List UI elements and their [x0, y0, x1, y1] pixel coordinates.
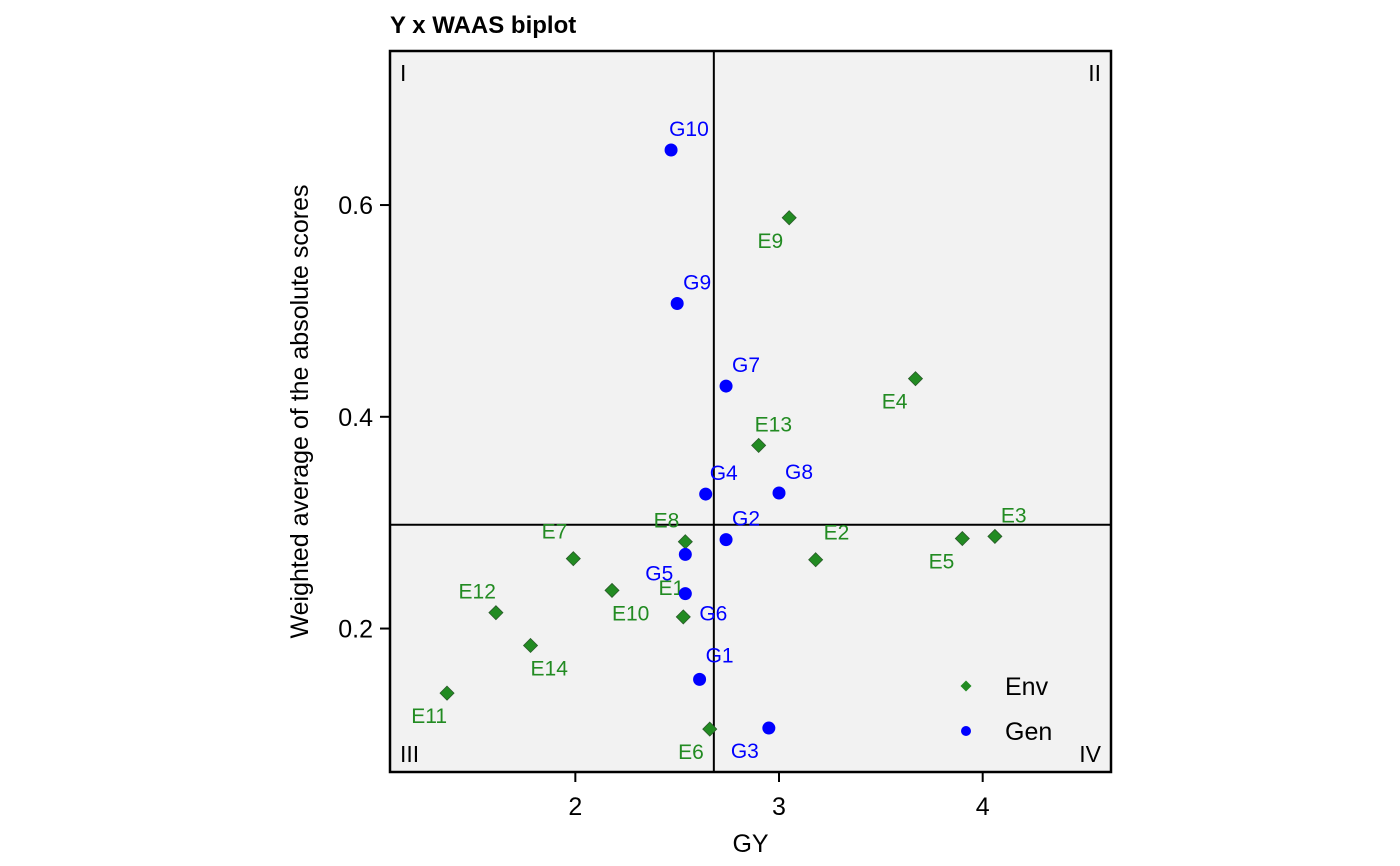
gen-point-g4: [699, 487, 713, 501]
env-label-e6: E6: [678, 741, 704, 764]
env-point-e12: [488, 605, 504, 621]
gen-point-g1: [693, 672, 707, 686]
quadrant-label-3: III: [400, 741, 419, 767]
gen-label-g1: G1: [706, 644, 734, 667]
env-point-e2: [808, 552, 824, 568]
gen-point-g6: [678, 547, 692, 561]
gen-label-g3: G3: [731, 740, 759, 763]
env-label-e10: E10: [612, 602, 649, 625]
gen-label-g6: G6: [699, 602, 727, 625]
env-label-e14: E14: [531, 657, 569, 680]
gen-point-g10: [664, 143, 678, 157]
y-tick-label: 0.2: [338, 616, 373, 644]
env-label-e3: E3: [1001, 504, 1027, 527]
quadrant-label-1: I: [400, 60, 406, 86]
quadrant-label-2: II: [1088, 60, 1101, 86]
legend: Env Gen: [960, 673, 1052, 746]
env-label-e12: E12: [459, 581, 496, 604]
env-point-e14: [522, 637, 539, 654]
env-label-e1: E1: [658, 577, 684, 600]
env-label-e8: E8: [654, 510, 680, 533]
y-tick-label: 0.4: [338, 404, 373, 432]
env-point-e7: [565, 551, 581, 567]
x-axis-label: GY: [732, 830, 768, 858]
env-label-e9: E9: [758, 230, 784, 253]
gen-label-g7: G7: [732, 354, 760, 377]
env-point-e10: [604, 582, 620, 598]
gen-label-g4: G4: [710, 462, 738, 485]
env-point-e5: [954, 530, 970, 547]
env-label-e7: E7: [542, 521, 568, 544]
env-label-e13: E13: [755, 413, 792, 436]
env-label-e11: E11: [411, 705, 447, 728]
env-point-e3: [987, 528, 1003, 544]
plot-frame: [388, 49, 1113, 774]
gen-label-g10: G10: [669, 118, 709, 141]
env-point-e4: [907, 371, 924, 387]
quadrant-label-4: IV: [1079, 741, 1101, 767]
legend-gen-marker: [961, 726, 971, 736]
legend-gen-label: Gen: [1005, 718, 1052, 746]
env-label-e2: E2: [824, 522, 850, 545]
gen-point-g9: [670, 297, 684, 311]
gen-label-g8: G8: [785, 461, 813, 484]
legend-env-label: Env: [1005, 673, 1049, 701]
y-tick-label: 0.6: [338, 192, 373, 220]
chart-title: Y x WAAS biplot: [390, 12, 576, 39]
gen-point-g7: [719, 379, 733, 393]
gen-point-g2: [719, 533, 733, 547]
gen-point-g5: [678, 587, 692, 601]
gen-label-g2: G2: [732, 508, 760, 531]
legend-env-marker: [960, 680, 972, 692]
y-axis-label: Weighted average of the absolute scores: [286, 185, 314, 639]
env-point-e13: [751, 437, 767, 453]
env-label-e4: E4: [882, 391, 908, 414]
env-point-e11: [439, 685, 455, 701]
env-point-e6: [702, 721, 718, 737]
x-tick-label: 4: [976, 793, 990, 821]
env-point-e1: [675, 609, 691, 625]
gen-point-g8: [772, 486, 786, 500]
gen-point-g3: [762, 721, 776, 735]
x-tick-label: 3: [772, 793, 786, 821]
x-tick-label: 2: [568, 793, 582, 821]
gen-label-g9: G9: [683, 272, 711, 295]
gen-label-g5: G5: [645, 563, 673, 586]
env-label-e5: E5: [929, 551, 955, 574]
plot-panel: [390, 51, 1111, 772]
env-point-e9: [781, 210, 797, 226]
